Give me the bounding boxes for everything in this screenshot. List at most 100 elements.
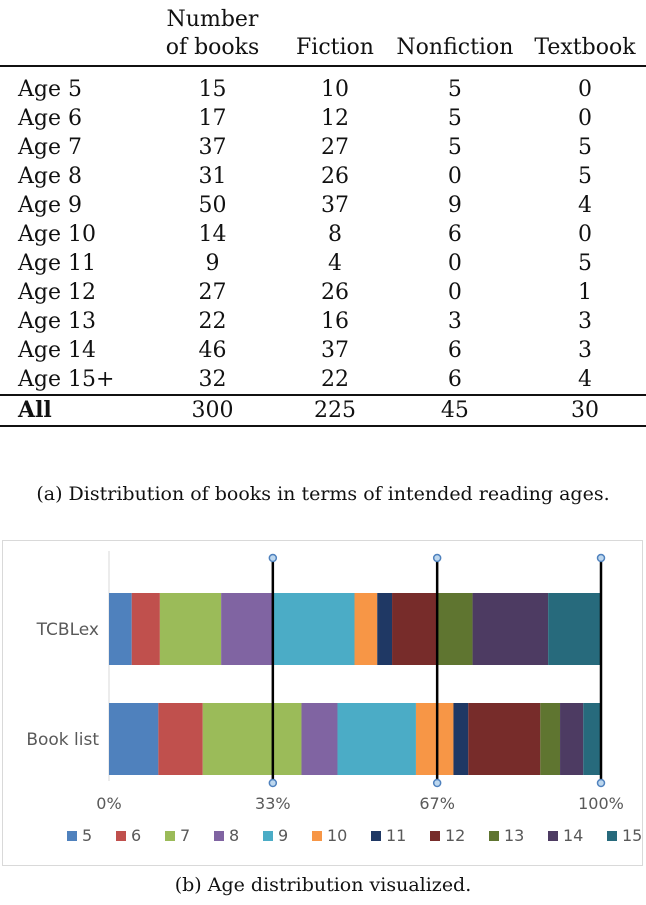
table-cell: 22 bbox=[321, 367, 349, 392]
table-cell: 5 bbox=[577, 251, 592, 276]
bar-segment bbox=[301, 703, 338, 775]
total-label: All bbox=[18, 397, 52, 423]
bar-segment bbox=[468, 703, 541, 775]
table-cell: 3 bbox=[447, 309, 462, 334]
table-cell: 27 bbox=[198, 280, 227, 305]
reference-line-handle bbox=[596, 778, 606, 788]
header-textbook: Textbook bbox=[534, 35, 636, 60]
table-row: Age 13 22 16 3 3 bbox=[0, 307, 646, 336]
table-cell: 0 bbox=[577, 222, 592, 247]
legend-label: 8 bbox=[229, 826, 239, 845]
table-row: Age 9 50 37 9 4 bbox=[0, 191, 646, 220]
table-cell: 6 bbox=[447, 367, 462, 392]
table-cell: 0 bbox=[577, 106, 592, 131]
legend-label: 15+ bbox=[622, 826, 642, 845]
legend-label: 11 bbox=[386, 826, 406, 845]
bar-segment bbox=[548, 593, 601, 665]
bar-segment bbox=[221, 593, 273, 665]
table-cell: 5 bbox=[447, 135, 462, 160]
books-table: Number of books Fiction Nonfiction Textbo… bbox=[0, 0, 646, 427]
table-cell: 6 bbox=[447, 338, 462, 363]
table-cell: 17 bbox=[198, 106, 227, 131]
table-cell: 12 bbox=[321, 106, 349, 131]
chart-panel: TCBLex Book list 0% 33% 67% 100% 5 6 7 8 9 10 11 12 13… bbox=[2, 540, 646, 866]
table-cell: 14 bbox=[198, 222, 227, 247]
caption-b: (b) Age distribution visualized. bbox=[174, 874, 472, 896]
table-cell: 4 bbox=[328, 251, 342, 276]
table-row: Age 7 37 27 5 5 bbox=[0, 133, 646, 162]
bar-segment bbox=[158, 703, 203, 775]
table-cell: 26 bbox=[321, 164, 349, 189]
category-label: Book list bbox=[26, 730, 99, 750]
legend-swatch bbox=[214, 831, 224, 841]
total-cell: 300 bbox=[191, 398, 234, 423]
bar-segment bbox=[109, 593, 132, 665]
bar-segment bbox=[453, 703, 469, 775]
reference-line-handle bbox=[432, 778, 442, 788]
legend-swatch bbox=[67, 831, 77, 841]
row-label: Age 15+ bbox=[18, 367, 115, 392]
header-fiction: Fiction bbox=[296, 35, 374, 60]
table-cell: 31 bbox=[198, 164, 227, 189]
bar-segment bbox=[272, 593, 355, 665]
bar-segment bbox=[560, 703, 584, 775]
legend-label: 14 bbox=[563, 826, 583, 845]
legend-label: 13 bbox=[504, 826, 524, 845]
bar-segment bbox=[392, 593, 437, 665]
table-cell: 26 bbox=[321, 280, 349, 305]
bar-segment bbox=[415, 703, 454, 775]
table-cell: 5 bbox=[447, 77, 462, 102]
legend-label: 7 bbox=[180, 826, 190, 845]
row-label: Age 7 bbox=[18, 135, 82, 160]
table-cell: 5 bbox=[447, 106, 462, 131]
table-row: Age 14 46 37 6 3 bbox=[0, 336, 646, 365]
table-cell: 9 bbox=[205, 251, 220, 276]
table-cell: 37 bbox=[198, 135, 227, 160]
row-label: Age 10 bbox=[18, 222, 96, 247]
table-cell: 46 bbox=[198, 338, 227, 363]
table-cell: 22 bbox=[198, 309, 227, 334]
row-label: Age 12 bbox=[18, 280, 96, 305]
table-cell: 10 bbox=[321, 77, 349, 102]
table-cell: 27 bbox=[321, 135, 349, 160]
x-tick-label: 33% bbox=[255, 794, 291, 813]
table-cell: 37 bbox=[321, 193, 349, 218]
legend-swatch bbox=[263, 831, 273, 841]
legend-label: 12 bbox=[445, 826, 465, 845]
table-cell: 3 bbox=[577, 338, 592, 363]
bar-segment bbox=[436, 593, 473, 665]
category-label: TCBLex bbox=[36, 620, 99, 640]
total-cell: 30 bbox=[570, 398, 599, 423]
legend-label: 5 bbox=[82, 826, 92, 845]
table-cell: 37 bbox=[321, 338, 349, 363]
table-cell: 1 bbox=[577, 280, 592, 305]
legend-swatch bbox=[116, 831, 126, 841]
table-cell: 8 bbox=[328, 222, 342, 247]
legend-swatch bbox=[548, 831, 558, 841]
reference-line-handle bbox=[596, 553, 606, 563]
bar-segment bbox=[472, 593, 549, 665]
legend-swatch bbox=[371, 831, 381, 841]
row-label: Age 8 bbox=[18, 164, 82, 189]
total-cell: 45 bbox=[440, 398, 469, 423]
row-label: Age 9 bbox=[18, 193, 82, 218]
reference-line-handle bbox=[268, 553, 278, 563]
legend-swatch bbox=[165, 831, 175, 841]
legend-swatch bbox=[312, 831, 322, 841]
row-label: Age 6 bbox=[18, 106, 82, 131]
x-tick-label: 0% bbox=[96, 794, 121, 813]
table-cell: 16 bbox=[321, 309, 349, 334]
header-nonfiction: Nonfiction bbox=[396, 35, 514, 60]
table-cell: 0 bbox=[577, 77, 592, 102]
table-row: Age 15+ 32 22 6 4 bbox=[0, 365, 646, 395]
bar-segment bbox=[202, 703, 302, 775]
legend-swatch bbox=[489, 831, 499, 841]
table-cell: 15 bbox=[198, 77, 227, 102]
header-number-of-books: Number of books bbox=[165, 7, 260, 60]
table-row: Age 11 9 4 0 5 bbox=[0, 249, 646, 278]
table-cell: 32 bbox=[198, 367, 227, 392]
legend-label: 10 bbox=[327, 826, 347, 845]
table-row: Age 5 15 10 5 0 bbox=[0, 66, 646, 104]
bar-segment bbox=[377, 593, 393, 665]
legend-swatch bbox=[607, 831, 617, 841]
